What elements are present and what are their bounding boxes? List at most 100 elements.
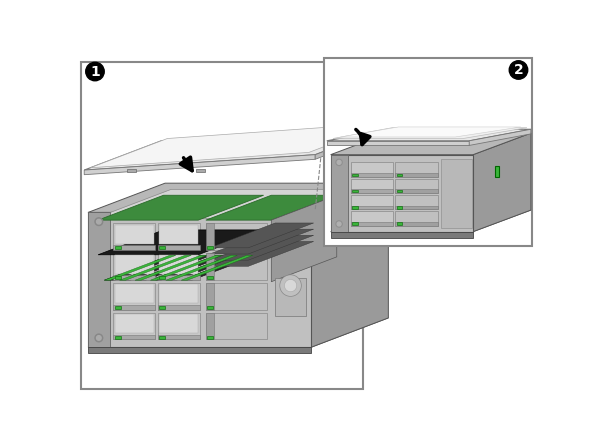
Bar [81,62,363,389]
Bar [395,173,437,177]
Bar [397,206,402,209]
Polygon shape [331,155,473,232]
Bar [115,255,154,274]
Bar [206,313,214,339]
Polygon shape [210,223,314,248]
Circle shape [337,160,341,164]
Circle shape [284,279,297,292]
Text: 2: 2 [514,63,523,77]
Polygon shape [88,213,94,219]
Polygon shape [135,255,211,280]
Polygon shape [315,126,392,159]
Bar [115,284,154,304]
Bar [113,283,155,310]
Polygon shape [469,129,531,145]
Bar [115,314,154,333]
Bar [441,159,472,228]
Circle shape [280,275,301,296]
Circle shape [97,219,101,224]
Polygon shape [88,213,311,347]
Polygon shape [91,123,386,168]
Polygon shape [210,241,314,267]
Bar [350,222,393,225]
Bar [158,253,200,280]
Polygon shape [98,195,263,220]
Bar [196,169,205,172]
Bar [158,275,200,280]
Polygon shape [98,230,263,255]
Polygon shape [341,127,521,137]
Polygon shape [119,255,191,280]
Polygon shape [104,255,181,280]
Bar [158,223,200,250]
Bar [325,57,532,246]
Bar [206,223,214,250]
Polygon shape [119,255,196,280]
Bar [350,189,393,193]
Bar [206,253,268,280]
Bar [115,246,121,249]
Bar [113,245,155,250]
Bar [113,253,155,280]
Circle shape [97,335,101,340]
Polygon shape [84,155,315,175]
Bar [206,223,268,250]
Bar [350,211,393,225]
Polygon shape [311,183,388,347]
Polygon shape [331,155,347,232]
Bar [115,335,121,339]
Polygon shape [346,203,350,215]
Bar [113,313,155,339]
Circle shape [95,218,103,225]
Bar [158,283,200,310]
Circle shape [95,334,103,342]
Bar [395,222,437,225]
Polygon shape [135,255,206,280]
Polygon shape [88,183,388,213]
Polygon shape [210,229,314,254]
Polygon shape [166,255,238,280]
Circle shape [336,159,342,165]
Bar [113,335,155,339]
Polygon shape [210,235,314,260]
Polygon shape [88,213,110,347]
Bar [395,189,437,193]
Bar [395,211,437,225]
Bar [395,179,437,193]
Bar [352,206,358,209]
Bar [159,284,198,304]
Bar [158,335,200,339]
Bar [352,222,358,225]
Polygon shape [331,133,531,155]
Bar [159,306,166,309]
Bar [350,173,393,177]
Bar [113,223,155,250]
Bar [206,283,214,310]
Bar [350,195,393,210]
Bar [206,276,213,279]
Bar [397,174,402,176]
Bar [127,169,136,172]
Bar [159,314,198,333]
Bar [275,278,306,316]
Bar [395,195,437,210]
Polygon shape [331,232,473,238]
Polygon shape [327,129,531,141]
Bar [113,275,155,280]
Bar [206,283,268,310]
Polygon shape [473,133,531,232]
Bar [158,313,200,339]
Polygon shape [88,347,311,353]
Polygon shape [495,166,499,177]
Circle shape [509,61,528,79]
Bar [113,305,155,310]
Polygon shape [206,195,337,220]
Bar [115,225,154,244]
Polygon shape [94,189,382,219]
Bar [158,305,200,310]
Bar [352,190,358,192]
Bar [206,253,214,280]
Bar [395,206,437,210]
Text: 1: 1 [90,65,100,79]
Bar [159,335,166,339]
